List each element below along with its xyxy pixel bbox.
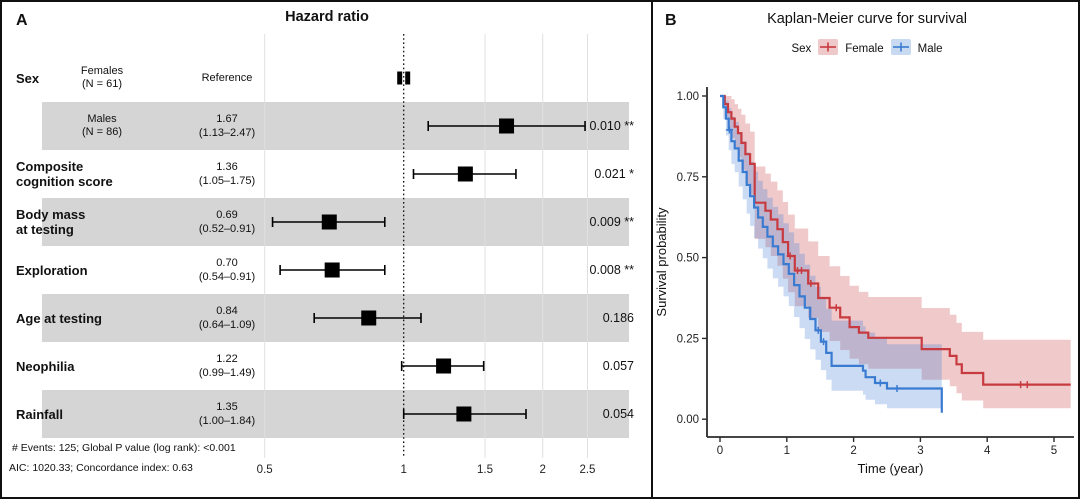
forest-pvalue: 0.057 bbox=[602, 359, 634, 373]
forest-estimate-label: 0.84 (0.64–1.09) bbox=[198, 305, 256, 331]
forest-estimate-label: 1.22 (0.99–1.49) bbox=[198, 353, 256, 379]
female-survival-curve bbox=[720, 94, 1071, 386]
forest-plot-title: Hazard ratio bbox=[285, 9, 369, 25]
forest-variable-label: Age at testing bbox=[16, 310, 102, 326]
hr-square-marker bbox=[457, 166, 473, 182]
forest-group-label: Females (N = 61) bbox=[80, 65, 124, 90]
female-confidence-band bbox=[720, 96, 1071, 409]
forest-estimate-label: 0.69 (0.52–0.91) bbox=[198, 209, 256, 235]
hr-square-marker bbox=[397, 71, 411, 85]
forest-x-tick-label: 1 bbox=[400, 464, 406, 476]
forest-variable-label: Sex bbox=[16, 70, 40, 86]
forest-row-band bbox=[42, 390, 629, 438]
footnote-events: # Events: 125; Global P value (log rank)… bbox=[12, 442, 236, 454]
km-y-tick-label: 0.25 bbox=[677, 333, 699, 345]
forest-x-tick-label: 2.5 bbox=[579, 464, 595, 476]
forest-variable-label: Neophilia bbox=[16, 358, 75, 374]
km-y-axis-label: Survival probability bbox=[654, 207, 669, 317]
km-legend: Sex Female Male bbox=[652, 39, 1078, 58]
km-x-tick-label: 1 bbox=[784, 445, 790, 457]
km-x-tick-label: 2 bbox=[850, 445, 856, 457]
male-legend-key-icon bbox=[890, 39, 911, 58]
forest-x-tick-label: 0.5 bbox=[257, 464, 273, 476]
forest-pvalue: 0.008 ** bbox=[589, 263, 634, 277]
forest-x-tick-label: 2 bbox=[540, 464, 546, 476]
panel-divider bbox=[651, 2, 653, 497]
forest-estimate-label: 1.67 (1.13–2.47) bbox=[198, 113, 256, 139]
km-x-axis-label: Time (year) bbox=[857, 461, 924, 476]
forest-estimate-label: 1.36 (1.05–1.75) bbox=[198, 161, 256, 187]
km-x-tick-label: 5 bbox=[1051, 445, 1057, 457]
male-survival-curve bbox=[720, 94, 943, 413]
forest-variable-label: Composite cognition score bbox=[16, 159, 113, 189]
panel-b-label: B bbox=[665, 12, 677, 29]
female-legend-key-icon bbox=[818, 39, 839, 58]
legend-label-male: Male bbox=[917, 42, 943, 55]
footnote-aic: AIC: 1020.33; Concordance index: 0.63 bbox=[9, 462, 193, 474]
forest-estimate-label: 0.70 (0.54–0.91) bbox=[198, 257, 256, 283]
forest-pvalue: 0.009 ** bbox=[589, 215, 634, 229]
km-y-tick-label: 1.00 bbox=[677, 91, 699, 103]
hr-square-marker bbox=[324, 262, 340, 278]
male-confidence-band bbox=[720, 96, 942, 420]
forest-pvalue: 0.186 bbox=[602, 311, 634, 325]
km-title: Kaplan-Meier curve for survival bbox=[767, 11, 967, 27]
panel-a-label: A bbox=[16, 12, 28, 29]
km-y-tick-label: 0.75 bbox=[677, 172, 699, 184]
forest-variable-label: Body mass at testing bbox=[16, 207, 86, 237]
forest-pvalue: 0.054 bbox=[602, 407, 634, 421]
forest-x-tick-label: 1.5 bbox=[477, 464, 493, 476]
km-x-tick-label: 4 bbox=[984, 445, 991, 457]
forest-group-label: Males (N = 86) bbox=[81, 113, 123, 138]
legend-label-female: Female bbox=[845, 42, 884, 55]
km-x-tick-label: 0 bbox=[717, 445, 723, 457]
km-x-tick-label: 3 bbox=[917, 445, 923, 457]
forest-pvalue: 0.021 * bbox=[594, 167, 634, 181]
forest-estimate-label: 1.35 (1.00–1.84) bbox=[198, 401, 256, 427]
forest-variable-label: Exploration bbox=[16, 262, 88, 278]
forest-pvalue: 0.010 ** bbox=[589, 119, 634, 133]
km-y-tick-label: 0.50 bbox=[677, 253, 699, 265]
legend-title: Sex bbox=[791, 42, 812, 55]
km-y-tick-label: 0.00 bbox=[677, 414, 699, 426]
forest-estimate-label: Reference bbox=[201, 72, 253, 84]
forest-variable-label: Rainfall bbox=[16, 406, 63, 422]
hr-square-marker bbox=[436, 358, 452, 374]
